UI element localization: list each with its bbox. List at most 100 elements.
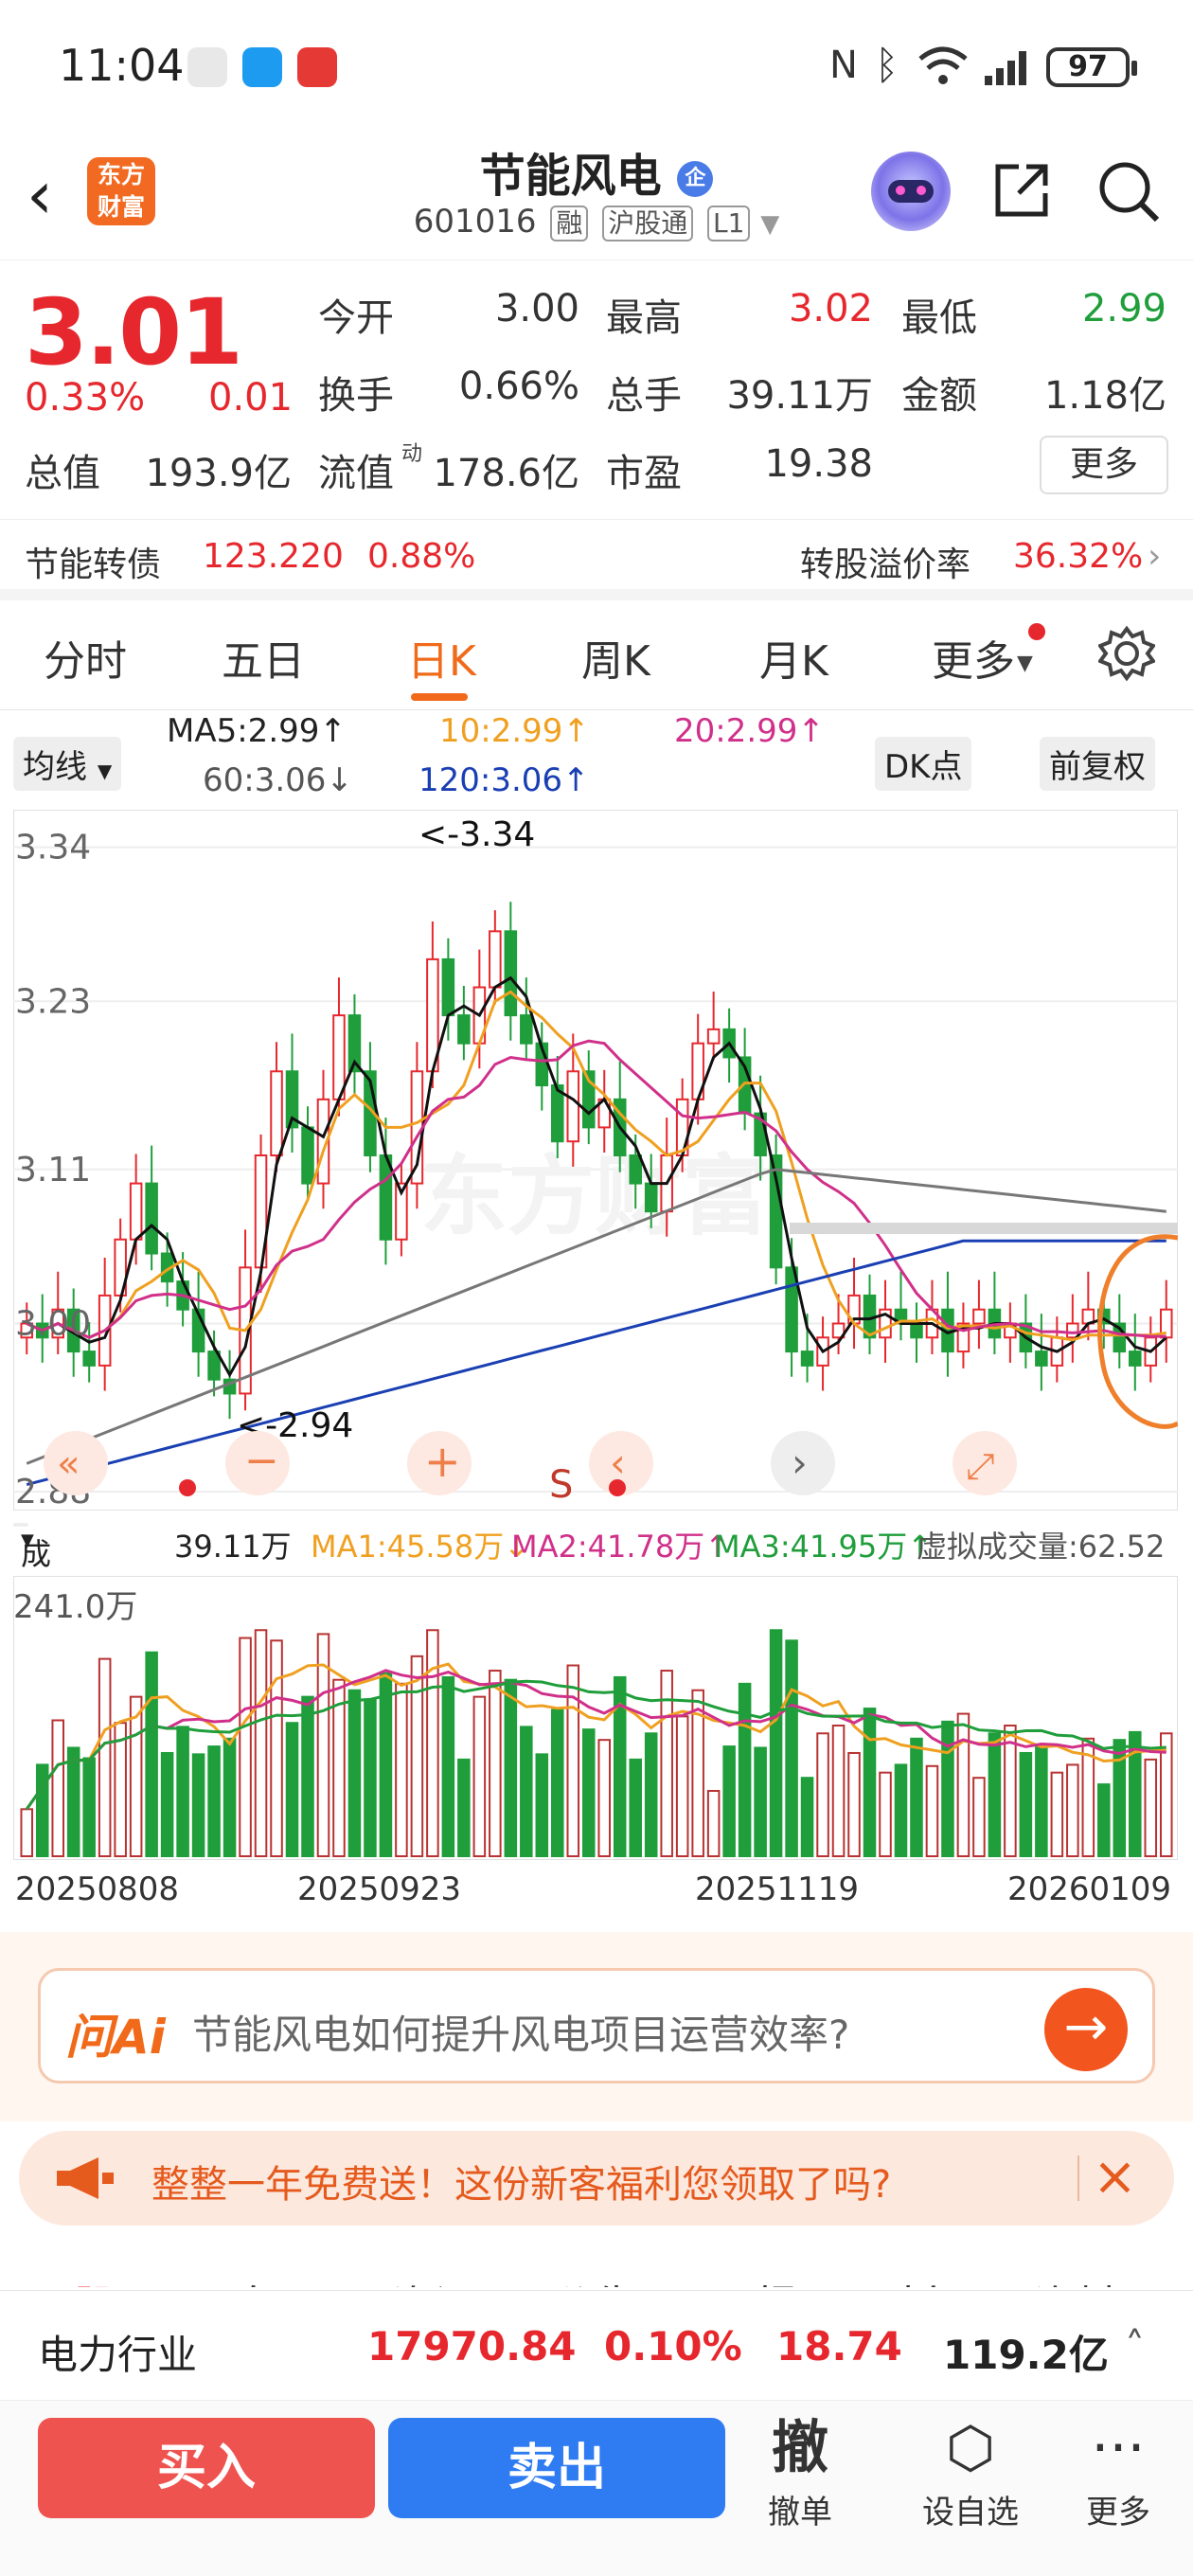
stock-code-line[interactable]: 601016 融 沪股通 L1 ▼ <box>0 203 1193 242</box>
search-icon[interactable] <box>1096 159 1161 224</box>
ai-assistant-icon[interactable] <box>871 152 951 231</box>
buy-button[interactable]: 买入 <box>38 2418 375 2518</box>
cancel-order-button[interactable]: 撤 撤单 <box>739 2410 862 2532</box>
subtab-ziri[interactable]: 自日 <box>233 2272 316 2287</box>
zoom-out-button[interactable] <box>225 1431 290 1495</box>
stock-header: ‹ 东方 财富 节能风电 企 601016 融 沪股通 L1 ▼ <box>0 133 1193 260</box>
quote-value: 2.99 <box>1081 287 1166 331</box>
candle <box>644 1182 658 1213</box>
volume-ma3-line <box>25 1679 1166 1811</box>
candle <box>191 1308 205 1353</box>
subtab-research[interactable]: 研报 <box>714 2272 797 2287</box>
pe-superscript: 动 <box>401 442 423 466</box>
subtab-announcements[interactable]: 公告 <box>553 2272 636 2287</box>
candle <box>395 1182 408 1241</box>
volume-ma2: MA2:41.78万↑ <box>511 1529 731 1565</box>
volume-bar <box>941 1720 954 1857</box>
add-watchlist-button[interactable]: ⬡ 设自选 <box>909 2410 1032 2532</box>
volume-bar <box>82 1757 96 1857</box>
chevron-up-icon[interactable]: ˄ <box>1125 2323 1145 2370</box>
adjust-button[interactable]: 前复权 <box>1040 737 1155 791</box>
quote-value: 19.38 <box>764 442 873 486</box>
volume-bar <box>863 1708 877 1857</box>
settings-gear-icon[interactable] <box>1098 625 1155 682</box>
step-right-button[interactable] <box>771 1431 835 1495</box>
zoom-in-button[interactable] <box>407 1431 472 1495</box>
volume-bar <box>956 1712 970 1857</box>
ma-legend: 均线 ▼ MA5:2.99↑ 10:2.99↑ 20:2.99↑ 60:3.06… <box>0 712 1193 807</box>
more-notification-dot <box>1028 623 1045 640</box>
battery-indicator: 97 <box>1046 47 1137 87</box>
kline-chart[interactable]: 东方财富 3.343.233.113.002.88 <-3.34 <-2.94 … <box>13 810 1178 1511</box>
subtab-guba[interactable]: 股吧 <box>74 2272 157 2287</box>
candle <box>1129 1351 1142 1367</box>
chart-controls: « − + ‹ › ⤢ <box>44 1431 1017 1495</box>
app-notification-icon <box>187 47 227 87</box>
industry-change-pct: 0.10% <box>604 2323 742 2370</box>
candle <box>504 930 518 1017</box>
tab-monthly-k[interactable]: 月K <box>759 637 828 686</box>
volume-bar <box>1097 1783 1111 1858</box>
volume-selector[interactable]: 成交量 ▼ <box>13 1523 51 1659</box>
tab-intraday[interactable]: 分时 <box>44 637 127 686</box>
ma-line-ma10 <box>26 990 1167 1342</box>
scroll-left-button[interactable] <box>44 1431 108 1495</box>
candle <box>82 1351 96 1367</box>
volume-bar <box>254 1629 268 1858</box>
more-actions-button[interactable]: ··· 更多 <box>1057 2410 1180 2532</box>
ai-section: 问Ai 节能风电如何提升风电项目运营效率? → <box>0 1932 1193 2121</box>
volume-bar <box>925 1764 939 1857</box>
quote-label: 流值 <box>318 452 394 495</box>
subtab-profile[interactable]: 资料 <box>1034 2272 1117 2287</box>
volume-bar <box>1004 1725 1017 1857</box>
volume-bar <box>160 1751 174 1857</box>
sell-button[interactable]: 卖出 <box>388 2418 725 2518</box>
volume-bar <box>1159 1732 1173 1857</box>
cancel-order-label: 撤单 <box>768 2494 832 2531</box>
industry-index: 17970.84 <box>367 2323 577 2370</box>
volume-legend: 成交量 ▼ 39.11万 MA1:45.58万↓ MA2:41.78万↑ MA3… <box>0 1515 1193 1659</box>
volume-bar <box>364 1698 377 1857</box>
ma-line-ma60 <box>26 1168 1166 1465</box>
subtab-news[interactable]: 资讯 <box>392 2272 475 2287</box>
close-icon[interactable]: × <box>1093 2146 1137 2208</box>
volume-bar <box>613 1675 627 1857</box>
more-dots-icon: ··· <box>1091 2415 1146 2481</box>
share-icon[interactable] <box>992 161 1051 220</box>
quote-label: 最高 <box>606 296 682 340</box>
dropdown-arrow-icon: ▼ <box>1017 652 1033 675</box>
candle <box>457 1014 471 1045</box>
tab-five-day[interactable]: 五日 <box>222 637 305 686</box>
annotation-circle <box>1097 1234 1178 1429</box>
candle <box>581 1070 596 1129</box>
subtab-financials[interactable]: 财务 <box>875 2272 958 2287</box>
ma-selector[interactable]: 均线 ▼ <box>13 737 122 791</box>
max-price-label: <-3.34 <box>418 815 535 854</box>
fullscreen-button[interactable] <box>953 1431 1017 1495</box>
promo-banner[interactable]: 整整一年免费送！这份新客福利您领取了吗? × <box>19 2131 1174 2226</box>
dk-point-button[interactable]: DK点 <box>875 737 972 791</box>
volume-bar <box>1066 1763 1079 1857</box>
tab-weekly-k[interactable]: 周K <box>581 637 650 686</box>
arrow-right-icon[interactable]: → <box>1044 1988 1128 2071</box>
volume-ma1: MA1:45.58万↓ <box>311 1529 530 1565</box>
volume-chart[interactable]: 241.0万 <box>13 1576 1178 1860</box>
candle <box>145 1182 158 1255</box>
quote-value: 178.6亿 <box>433 452 579 495</box>
volume-bar <box>800 1777 814 1857</box>
volume-bar <box>675 1715 689 1857</box>
volume-bar <box>629 1758 642 1858</box>
ai-question-box[interactable]: 问Ai 节能风电如何提升风电项目运营效率? → <box>38 1968 1155 2084</box>
tab-more[interactable]: 更多 <box>932 637 1015 686</box>
volume-bar <box>1129 1730 1142 1857</box>
back-icon[interactable]: ‹ <box>27 156 53 234</box>
step-left-button[interactable] <box>589 1431 653 1495</box>
volume-bar <box>20 1808 34 1858</box>
volume-bar <box>176 1726 189 1857</box>
tab-daily-k[interactable]: 日K <box>407 637 476 686</box>
industry-bar[interactable]: 电力行业 17970.84 0.10% 18.74 119.2亿 ˄ <box>0 2290 1193 2400</box>
convertible-bond-bar[interactable]: 节能转债 123.220 0.88% 转股溢价率 36.32% › <box>0 519 1193 600</box>
change-percent: 0.33% <box>25 376 146 420</box>
more-quote-button[interactable]: 更多 <box>1040 436 1168 494</box>
volume-bar <box>551 1708 564 1857</box>
